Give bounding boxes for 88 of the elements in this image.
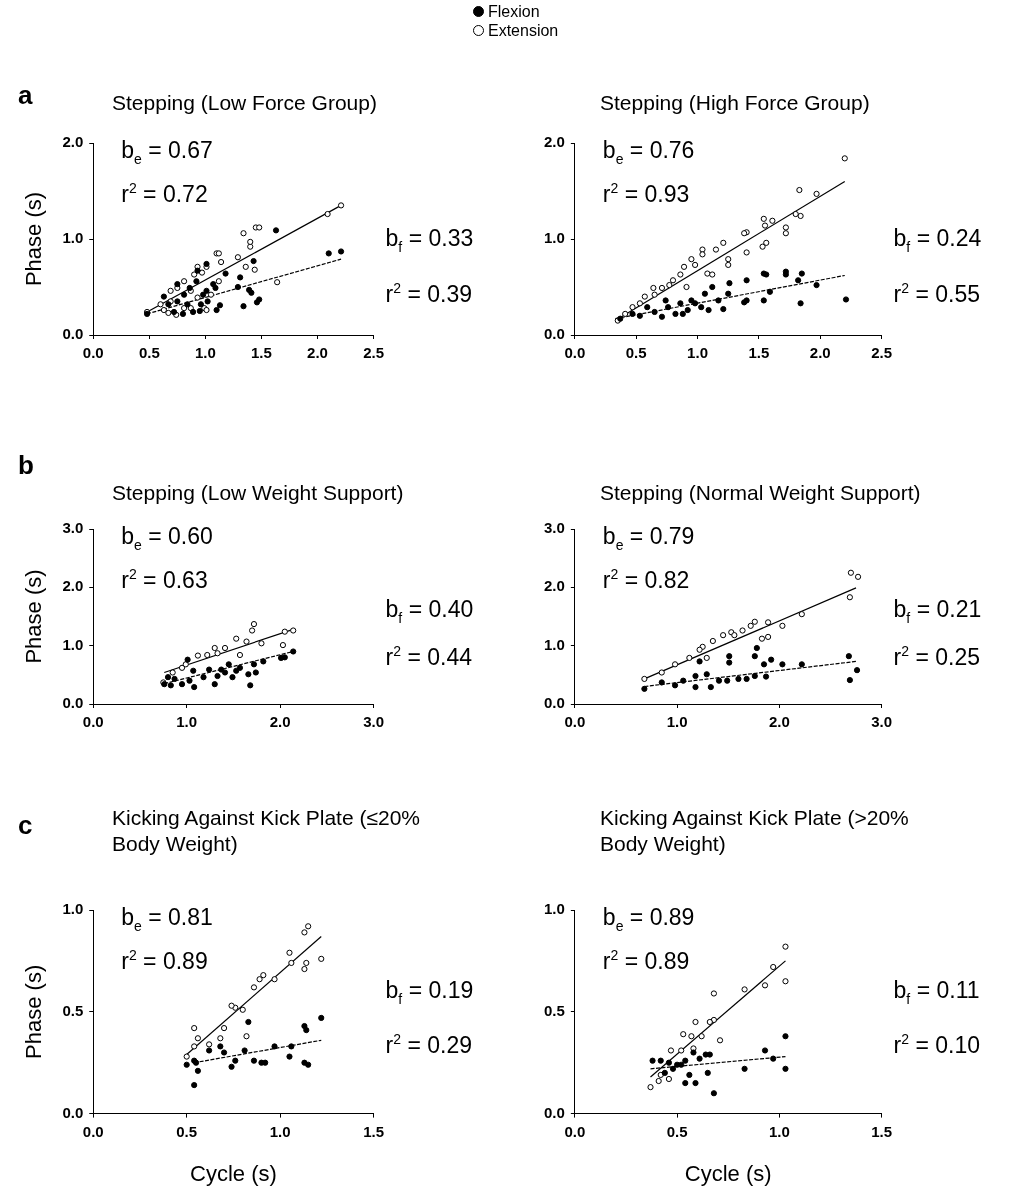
chart-title: Kicking Against Kick Plate (>20% Body Weight) [600,805,910,857]
x-tick-label: 0.5 [666,1122,688,1140]
x-axis-title: Cycle (s) [190,1160,277,1186]
y-tick-label: 1.0 [543,635,565,653]
y-tick-label: 1.0 [543,229,565,247]
y-tick-label: 0.0 [62,325,84,343]
text: r$^{2}$ = 0.10 [893,1030,981,1058]
x-tick-label: 2.5 [363,344,384,362]
text: r$^{2}$ = 0.25 [893,641,981,670]
x-tick-label: 0.0 [564,344,586,362]
text: c [18,810,33,841]
annotation: b$_{e}$ = 0.76 [602,137,695,169]
chart-title: Kicking Against Kick Plate (≤20% Body Weight) [112,805,421,857]
x-tick-label: 0.0 [82,713,104,731]
text: b$_{f}$ = 0.40 [385,595,474,628]
text: b$_{f}$ = 0.24 [893,225,982,257]
y-axis-title: Phase (s) [21,191,47,287]
y-tick-label: 0.0 [543,325,565,343]
annotation: b$_{e}$ = 0.79 [602,523,695,555]
x-tick-label: 0.0 [82,1122,104,1140]
x-tick-label: 1.5 [748,344,770,362]
x-tick-label: 2.0 [768,713,790,731]
chart-title: Stepping (Low Force Group) [112,90,377,116]
x-tick-label: 2.0 [269,713,291,731]
text: r$^{2}$ = 0.44 [385,641,473,670]
y-tick-label: 0.0 [543,1103,565,1121]
x-axis-title: Cycle (s) [684,1160,772,1186]
y-tick-label: 1.0 [62,900,84,918]
y-tick-label: 2.0 [543,133,565,151]
annotation: b$_{e}$ = 0.60 [121,523,213,555]
text: r$^{2}$ = 0.29 [385,1030,473,1058]
x-tick-label: 0.5 [138,344,160,362]
x-tick-label: 0.0 [564,713,586,731]
x-tick-label: 0.5 [625,344,647,362]
x-tick-label: 3.0 [363,713,384,731]
text: b$_{f}$ = 0.33 [385,225,474,257]
x-tick-label: 1.5 [363,1122,384,1140]
text: b$_{f}$ = 0.21 [893,595,982,628]
annotation: r$^{2}$ = 0.89 [602,946,690,974]
y-tick-label: 0.5 [62,1001,84,1019]
y-tick-label: 1.0 [62,229,84,247]
chart-title: Stepping (High Force Group) [600,90,870,116]
text: b [18,450,34,481]
text: r$^{2}$ = 0.39 [385,278,473,307]
y-axis-title: Phase (s) [21,964,47,1059]
x-tick-label: 2.0 [809,344,831,362]
annotation: r$^{2}$ = 0.93 [602,179,690,207]
x-tick-label: 0.0 [82,344,104,362]
x-tick-label: 1.5 [871,1122,892,1140]
x-tick-label: 1.0 [687,344,708,362]
x-tick-label: 2.5 [871,344,892,362]
annotation: b$_{e}$ = 0.67 [121,137,213,169]
y-tick-label: 3.0 [543,519,565,537]
chart-title: Stepping (Low Weight Support) [112,480,404,506]
annotation: r$^{2}$ = 0.72 [121,179,208,207]
annotation: b$_{e}$ = 0.89 [602,904,695,936]
text: r$^{2}$ = 0.55 [893,278,981,307]
annotation: b$_{e}$ = 0.81 [121,904,213,936]
x-tick-label: 3.0 [871,713,892,731]
x-tick-label: 0.0 [564,1122,586,1140]
annotation: r$^{2}$ = 0.63 [121,565,208,593]
text: b$_{f}$ = 0.19 [385,977,474,1010]
x-tick-label: 1.0 [194,344,216,362]
text: b$_{f}$ = 0.11 [893,977,980,1010]
x-tick-label: 1.5 [251,344,272,362]
text: a [18,80,33,111]
y-tick-label: 2.0 [62,133,84,151]
y-tick-label: 2.0 [62,577,84,595]
x-tick-label: 2.0 [307,344,328,362]
y-tick-label: 1.0 [62,635,84,653]
legend-label: Flexion [488,2,540,21]
annotation: r$^{2}$ = 0.89 [121,946,208,974]
annotation: r$^{2}$ = 0.82 [602,565,690,593]
y-tick-label: 0.0 [62,1103,84,1121]
y-tick-label: 0.0 [62,694,84,712]
x-tick-label: 1.0 [176,713,198,731]
y-tick-label: 1.0 [543,900,565,918]
y-tick-label: 0.5 [543,1001,565,1019]
chart-title: Stepping (Normal Weight Support) [600,480,921,506]
x-tick-label: 1.0 [269,1122,291,1140]
y-tick-label: 2.0 [543,577,565,595]
x-tick-label: 1.0 [768,1122,790,1140]
legend-label: Extension [488,21,559,40]
y-axis-title: Phase (s) [21,569,47,664]
y-tick-label: 0.0 [543,694,565,712]
x-tick-label: 1.0 [666,713,688,731]
y-tick-label: 3.0 [62,519,84,537]
x-tick-label: 0.5 [176,1122,198,1140]
